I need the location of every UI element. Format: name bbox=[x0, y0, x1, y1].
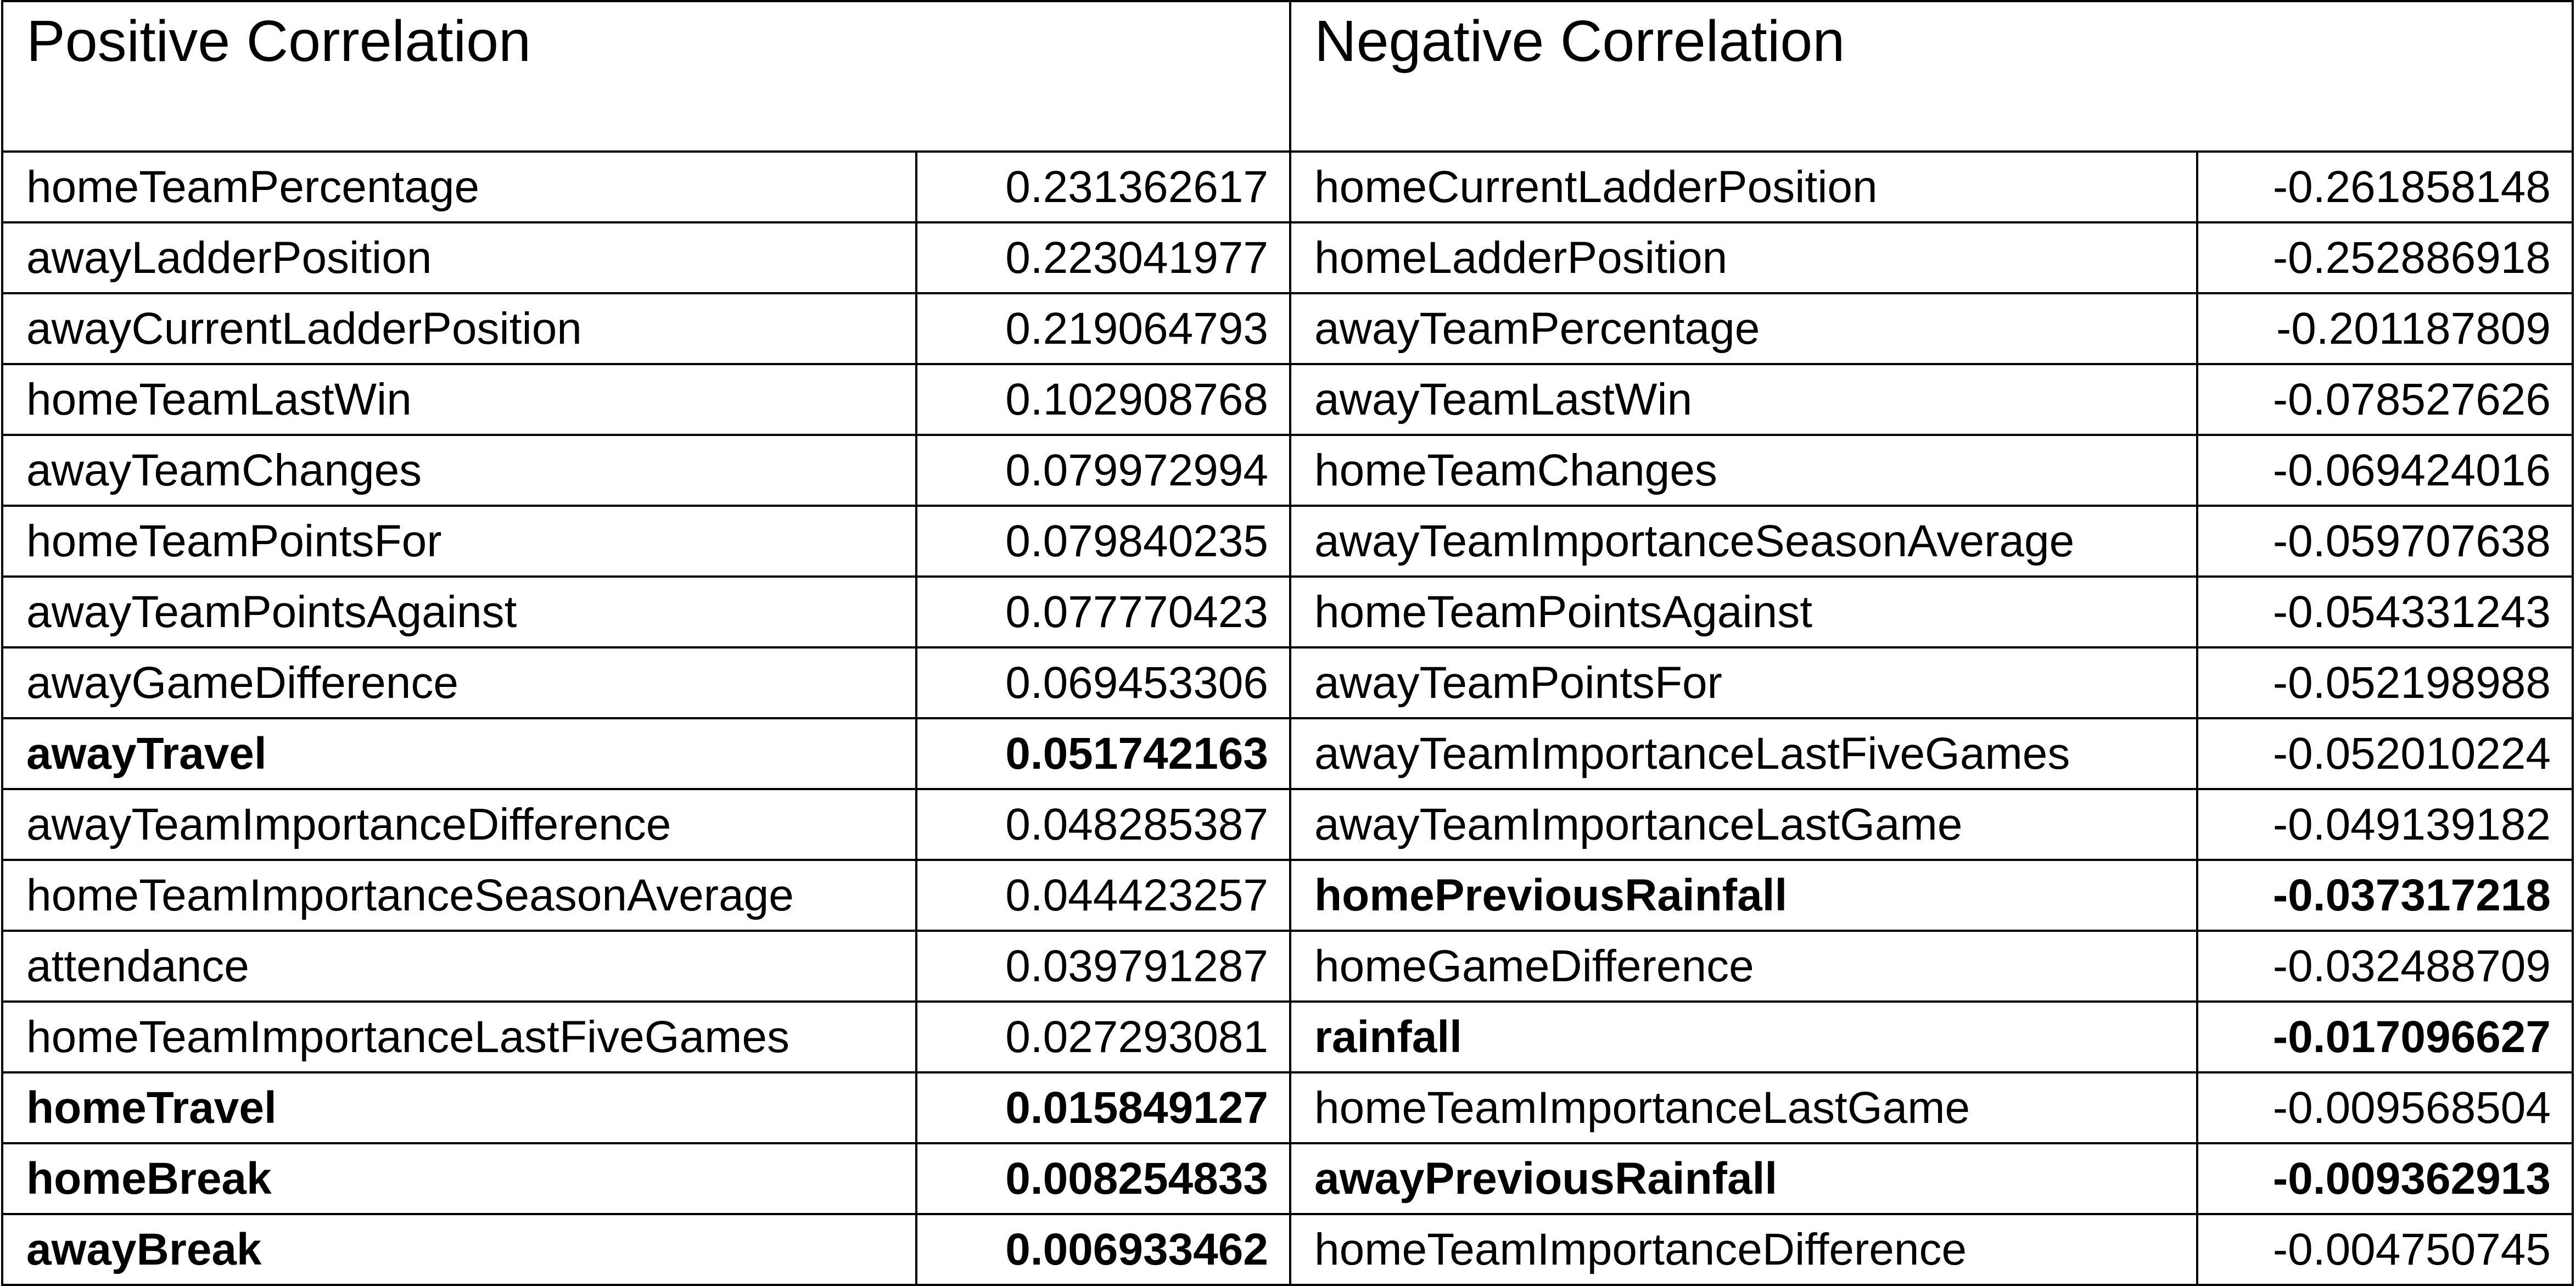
positive-variable-cell: awayCurrentLadderPosition bbox=[1, 292, 917, 365]
positive-variable-cell: homeTeamImportanceLastFiveGames bbox=[1, 1000, 917, 1073]
table-row: awayBreak 0.006933462 homeTeamImportanceDi… bbox=[1, 1213, 2574, 1286]
negative-variable-cell: awayTeamImportanceLastFiveGames bbox=[1289, 717, 2199, 790]
negative-value-cell: -0.261858148 bbox=[2196, 150, 2574, 223]
table-row: awayTeamChanges 0.079972994 homeTeamChange… bbox=[1, 434, 2574, 507]
negative-variable-cell: awayTeamLastWin bbox=[1289, 363, 2199, 436]
positive-value-cell: 0.048285387 bbox=[915, 788, 1292, 861]
negative-value-cell: -0.052010224 bbox=[2196, 717, 2574, 790]
positive-value-cell: 0.102908768 bbox=[915, 363, 1292, 436]
negative-variable-cell: homeLadderPosition bbox=[1289, 221, 2199, 294]
negative-value-cell: -0.009362913 bbox=[2196, 1142, 2574, 1215]
table-row: homeTeamImportanceLastFiveGames 0.0272930… bbox=[1, 1000, 2574, 1073]
negative-variable-cell: awayTeamPointsFor bbox=[1289, 646, 2199, 719]
negative-variable-cell: homeGameDifference bbox=[1289, 930, 2199, 1003]
negative-variable-cell: awayTeamPercentage bbox=[1289, 292, 2199, 365]
negative-variable-cell: rainfall bbox=[1289, 1000, 2199, 1073]
positive-variable-cell: homeTravel bbox=[1, 1071, 917, 1144]
negative-value-cell: -0.054331243 bbox=[2196, 575, 2574, 648]
positive-value-cell: 0.077770423 bbox=[915, 575, 1292, 648]
negative-value-cell: -0.009568504 bbox=[2196, 1071, 2574, 1144]
positive-value-cell: 0.079840235 bbox=[915, 505, 1292, 578]
positive-value-cell: 0.044423257 bbox=[915, 859, 1292, 932]
negative-value-cell: -0.052198988 bbox=[2196, 646, 2574, 719]
negative-value-cell: -0.252886918 bbox=[2196, 221, 2574, 294]
table-row: homeTeamPointsFor 0.079840235 awayTeamImpo… bbox=[1, 505, 2574, 578]
positive-value-cell: 0.219064793 bbox=[915, 292, 1292, 365]
positive-value-cell: 0.223041977 bbox=[915, 221, 1292, 294]
negative-variable-cell: homePreviousRainfall bbox=[1289, 859, 2199, 932]
header-row: Positive Correlation Negative Correlatio… bbox=[1, 0, 2574, 153]
negative-value-cell: -0.037317218 bbox=[2196, 859, 2574, 932]
positive-variable-cell: awayBreak bbox=[1, 1213, 917, 1286]
positive-variable-cell: homeTeamPercentage bbox=[1, 150, 917, 223]
positive-variable-cell: attendance bbox=[1, 930, 917, 1003]
positive-variable-cell: awayGameDifference bbox=[1, 646, 917, 719]
negative-value-cell: -0.201187809 bbox=[2196, 292, 2574, 365]
positive-value-cell: 0.079972994 bbox=[915, 434, 1292, 507]
negative-variable-cell: homeTeamImportanceDifference bbox=[1289, 1213, 2199, 1286]
negative-correlation-header: Negative Correlation bbox=[1289, 0, 2574, 153]
table-row: awayLadderPosition 0.223041977 homeLadderP… bbox=[1, 221, 2574, 294]
negative-variable-cell: homeTeamPointsAgainst bbox=[1289, 575, 2199, 648]
positive-variable-cell: awayTeamImportanceDifference bbox=[1, 788, 917, 861]
negative-value-cell: -0.004750745 bbox=[2196, 1213, 2574, 1286]
table-row: attendance 0.039791287 homeGameDifference -… bbox=[1, 930, 2574, 1003]
table-row: homeTeamPercentage 0.231362617 homeCurrent… bbox=[1, 150, 2574, 223]
positive-variable-cell: awayTeamPointsAgainst bbox=[1, 575, 917, 648]
positive-value-cell: 0.039791287 bbox=[915, 930, 1292, 1003]
positive-variable-cell: awayLadderPosition bbox=[1, 221, 917, 294]
positive-value-cell: 0.051742163 bbox=[915, 717, 1292, 790]
positive-value-cell: 0.006933462 bbox=[915, 1213, 1292, 1286]
negative-variable-cell: awayTeamImportanceSeasonAverage bbox=[1289, 505, 2199, 578]
positive-value-cell: 0.027293081 bbox=[915, 1000, 1292, 1073]
positive-value-cell: 0.008254833 bbox=[915, 1142, 1292, 1215]
negative-variable-cell: homeTeamImportanceLastGame bbox=[1289, 1071, 2199, 1144]
table-row: awayCurrentLadderPosition 0.219064793 away… bbox=[1, 292, 2574, 365]
positive-variable-cell: awayTravel bbox=[1, 717, 917, 790]
positive-variable-cell: homeTeamLastWin bbox=[1, 363, 917, 436]
table-row: awayTeamImportanceDifference 0.048285387 a… bbox=[1, 788, 2574, 861]
negative-variable-cell: awayPreviousRainfall bbox=[1289, 1142, 2199, 1215]
negative-value-cell: -0.049139182 bbox=[2196, 788, 2574, 861]
negative-value-cell: -0.032488709 bbox=[2196, 930, 2574, 1003]
table-row: awayTeamPointsAgainst 0.077770423 homeTeam… bbox=[1, 575, 2574, 648]
positive-value-cell: 0.069453306 bbox=[915, 646, 1292, 719]
table-row: awayTravel 0.051742163 awayTeamImportanceL… bbox=[1, 717, 2574, 790]
negative-variable-cell: homeTeamChanges bbox=[1289, 434, 2199, 507]
positive-value-cell: 0.231362617 bbox=[915, 150, 1292, 223]
negative-value-cell: -0.017096627 bbox=[2196, 1000, 2574, 1073]
table-row: awayGameDifference 0.069453306 awayTeamPoi… bbox=[1, 646, 2574, 719]
table-row: homeTeamLastWin 0.102908768 awayTeamLastWi… bbox=[1, 363, 2574, 436]
negative-value-cell: -0.069424016 bbox=[2196, 434, 2574, 507]
negative-value-cell: -0.059707638 bbox=[2196, 505, 2574, 578]
positive-variable-cell: awayTeamChanges bbox=[1, 434, 917, 507]
positive-variable-cell: homeTeamImportanceSeasonAverage bbox=[1, 859, 917, 932]
table-row: homeTravel 0.015849127 homeTeamImportanceL… bbox=[1, 1071, 2574, 1144]
negative-variable-cell: awayTeamImportanceLastGame bbox=[1289, 788, 2199, 861]
positive-correlation-header: Positive Correlation bbox=[1, 0, 1292, 153]
negative-variable-cell: homeCurrentLadderPosition bbox=[1289, 150, 2199, 223]
positive-value-cell: 0.015849127 bbox=[915, 1071, 1292, 1144]
table-row: homeBreak 0.008254833 awayPreviousRainfall… bbox=[1, 1142, 2574, 1215]
positive-variable-cell: homeTeamPointsFor bbox=[1, 505, 917, 578]
positive-variable-cell: homeBreak bbox=[1, 1142, 917, 1215]
correlation-rows: homeTeamPercentage 0.231362617 homeCurrent… bbox=[1, 150, 2574, 1286]
table-row: homeTeamImportanceSeasonAverage 0.0444232… bbox=[1, 859, 2574, 932]
negative-value-cell: -0.078527626 bbox=[2196, 363, 2574, 436]
